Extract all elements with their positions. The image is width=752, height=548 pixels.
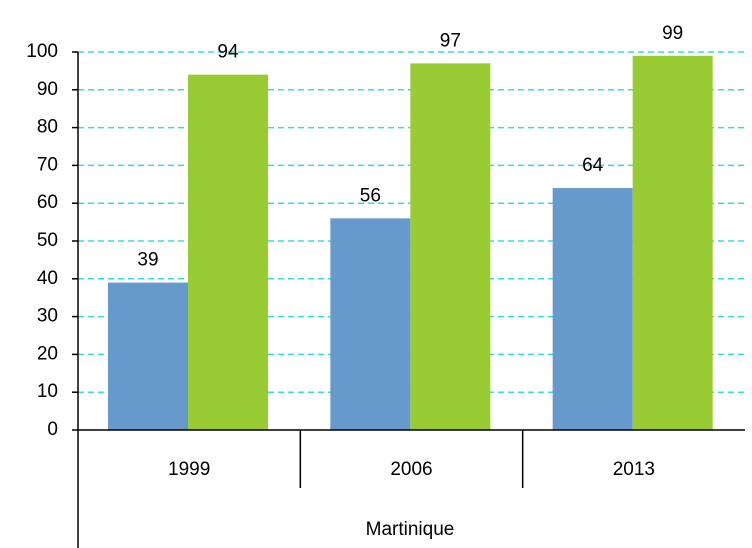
y-tick-label: 100: [26, 41, 58, 62]
bar: [108, 282, 188, 430]
data-label: 94: [217, 42, 239, 63]
data-label: 99: [662, 23, 683, 44]
x-tick-label: 2013: [613, 459, 655, 480]
y-tick-label: 10: [37, 381, 58, 402]
group-label: Martinique: [366, 519, 455, 540]
y-tick-label: 90: [37, 79, 58, 100]
bar: [330, 218, 411, 430]
y-tick-label: 50: [37, 230, 58, 251]
x-tick-label: 2006: [390, 459, 432, 480]
data-label: 64: [582, 155, 604, 176]
y-tick-label: 0: [47, 419, 58, 440]
bar: [410, 63, 491, 431]
x-tick-label: 1999: [168, 459, 210, 480]
y-tick-label: 60: [37, 192, 58, 213]
bar: [632, 55, 713, 430]
y-tick-label: 80: [37, 117, 58, 138]
data-label: 39: [137, 250, 158, 271]
y-tick-label: 40: [37, 268, 58, 289]
bar: [188, 74, 268, 431]
data-label: 56: [360, 185, 381, 206]
data-label: 97: [440, 30, 461, 51]
bar: [552, 188, 633, 430]
y-tick-label: 70: [37, 154, 58, 175]
y-tick-label: 20: [37, 343, 58, 364]
y-tick-label: 30: [37, 306, 58, 327]
